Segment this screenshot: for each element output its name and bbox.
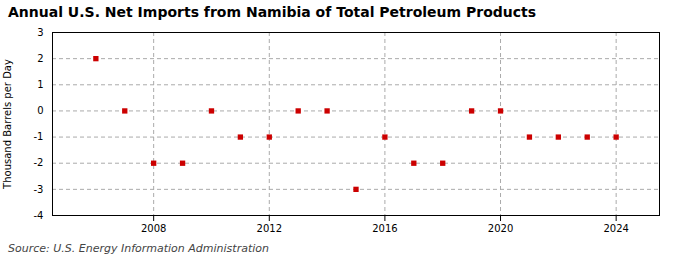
svg-text:2012: 2012: [257, 223, 282, 234]
svg-text:0: 0: [37, 105, 43, 116]
svg-text:-2: -2: [34, 157, 44, 168]
html-text:Source: U.S. Energy Informatio: Source: U.S. Energy Information Administ…: [8, 242, 269, 255]
svg-text:-1: -1: [34, 131, 44, 142]
svg-text:2: 2: [37, 53, 43, 64]
svg-text:2020: 2020: [488, 223, 513, 234]
svg-text:-3: -3: [34, 184, 44, 195]
svg-text:2016: 2016: [372, 223, 397, 234]
svg-text:2008: 2008: [141, 223, 166, 234]
svg-text:2024: 2024: [603, 223, 628, 234]
svg-text:1: 1: [37, 79, 43, 90]
svg-text:Thousand Barrels per Day: Thousand Barrels per Day: [2, 59, 13, 190]
svg-text:-4: -4: [34, 210, 44, 221]
svg-text:3: 3: [37, 27, 43, 38]
html-text:Annual U.S. Net Imports from N: Annual U.S. Net Imports from Namibia of …: [8, 4, 537, 20]
